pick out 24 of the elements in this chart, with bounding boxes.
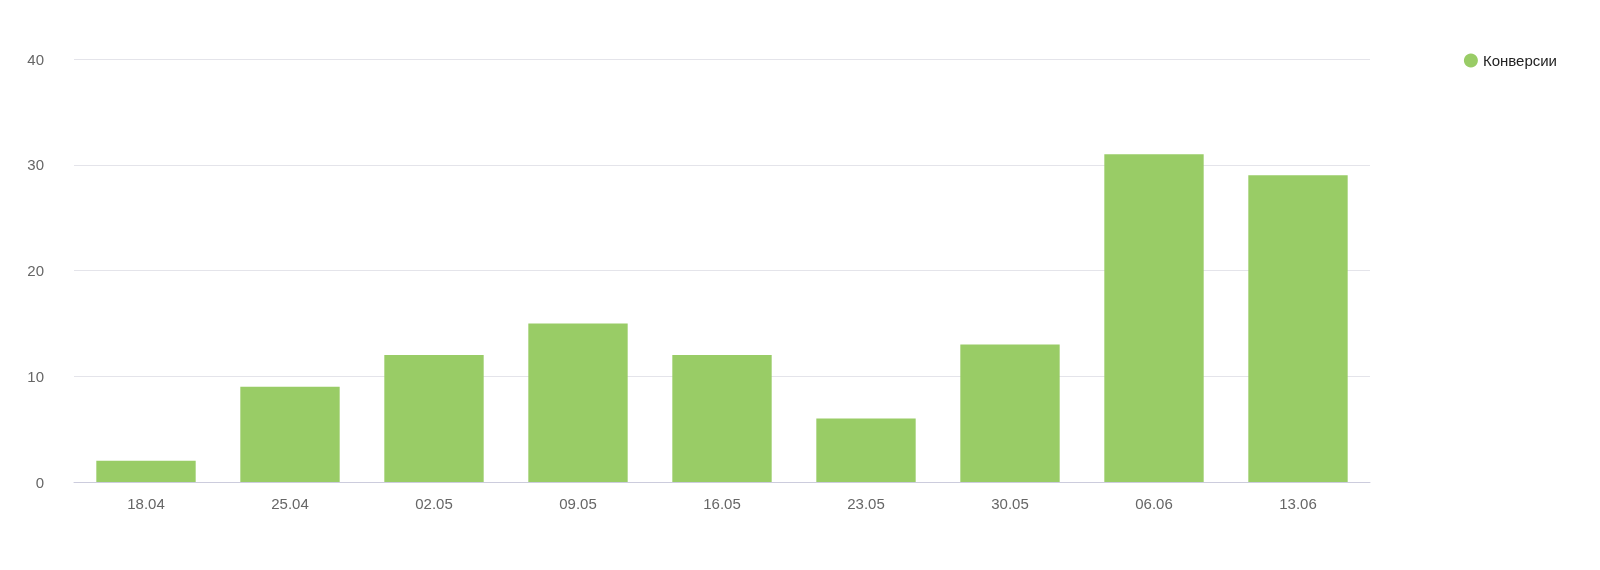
x-tick-label: 30.05 — [991, 495, 1029, 512]
bar — [240, 386, 340, 482]
y-tick-label: 0 — [35, 473, 44, 491]
x-tick-label: 02.05 — [415, 495, 453, 512]
bar — [384, 355, 484, 482]
y-tick-label: 10 — [27, 367, 44, 385]
x-tick-label: 09.05 — [559, 495, 597, 512]
bar — [1248, 175, 1348, 482]
y-tick-label: 20 — [27, 262, 44, 279]
y-tick-label: 30 — [27, 156, 44, 174]
bar — [960, 344, 1060, 482]
bar — [672, 355, 772, 482]
bar — [1104, 154, 1204, 482]
x-tick-label: 16.05 — [703, 495, 741, 512]
legend-label: Конверсии — [1482, 52, 1557, 69]
y-tick-label: 40 — [27, 50, 44, 68]
x-tick-label: 13.06 — [1279, 495, 1317, 512]
x-tick-label: 18.04 — [127, 495, 165, 512]
x-tick-label: 23.05 — [847, 495, 885, 512]
bar — [96, 460, 196, 482]
x-tick-label: 06.06 — [1135, 495, 1173, 512]
bar — [528, 323, 628, 482]
x-tick-label: 25.04 — [271, 495, 309, 512]
bar — [816, 418, 916, 482]
